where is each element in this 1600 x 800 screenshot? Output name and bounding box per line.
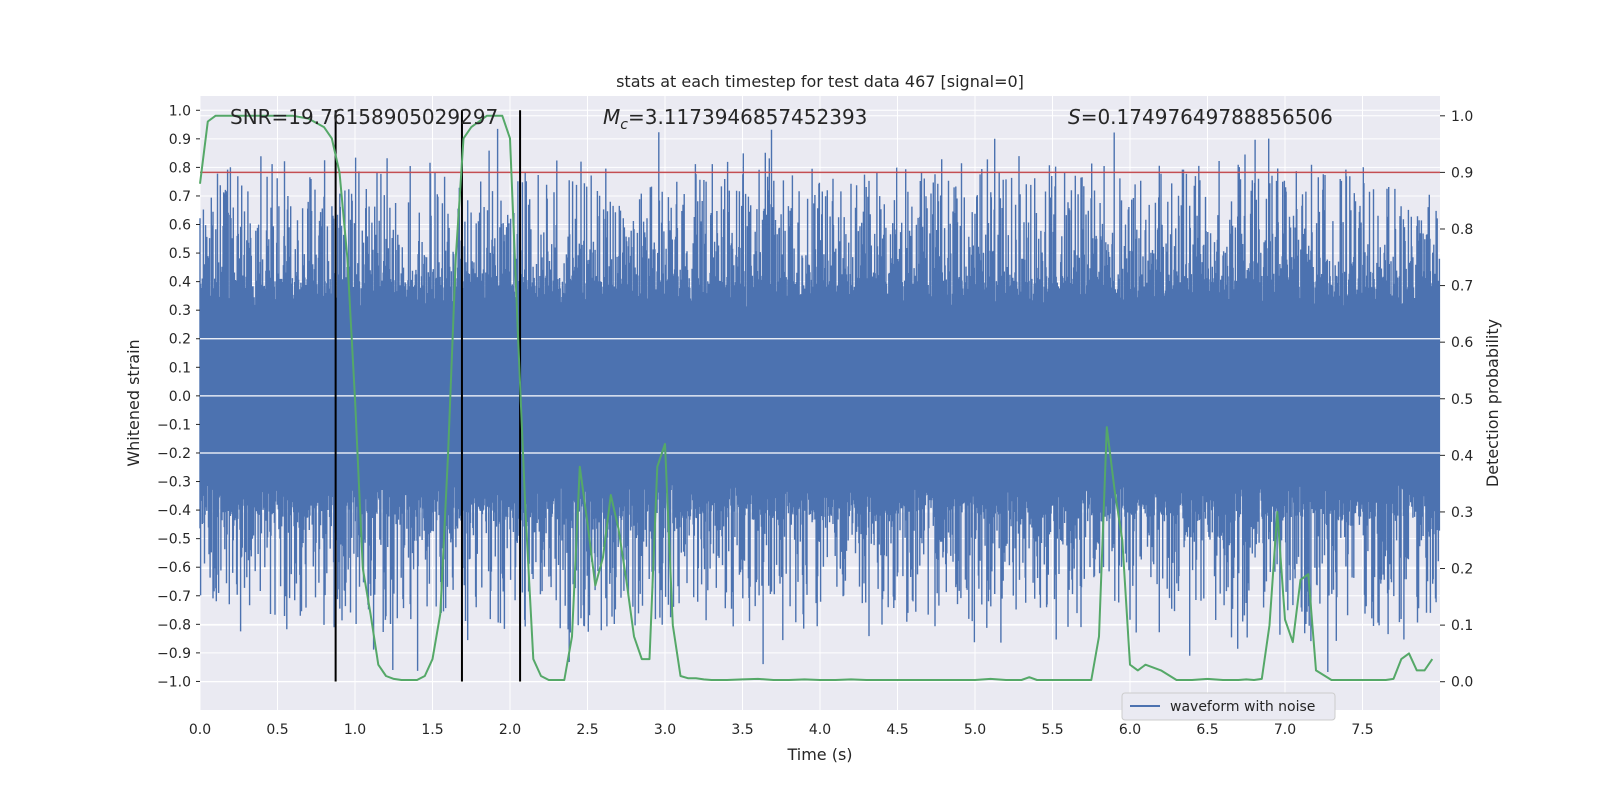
x-tick-label: 1.5 <box>421 722 443 738</box>
y-right-tick-label: 0.4 <box>1451 448 1473 464</box>
y-left-tick-label: 0.2 <box>169 332 191 348</box>
y-axis-left-label: Whitened strain <box>124 339 143 466</box>
y-right-tick-label: 0.5 <box>1451 392 1473 408</box>
y-left-tick-label: 0.8 <box>169 160 191 176</box>
y-left-tick-label: 0.3 <box>169 303 191 319</box>
y-left-tick-label: 0.6 <box>169 218 191 234</box>
y-right-tick-label: 0.2 <box>1451 562 1473 578</box>
y-right-tick-label: 0.0 <box>1451 675 1473 691</box>
y-right-tick-label: 0.7 <box>1451 279 1473 295</box>
x-tick-label: 0.5 <box>266 722 288 738</box>
y-right-tick-label: 0.3 <box>1451 505 1473 521</box>
y-left-tick-label: −0.4 <box>157 503 191 519</box>
x-tick-label: 6.5 <box>1196 722 1218 738</box>
tick-labels: 0.0 0.5 1.0 1.5 2.0 2.5 3.0 3.5 4.0 4.5 5.0 5.5 6.0 6… <box>157 103 1473 738</box>
x-axis-label: Time (s) <box>786 745 852 764</box>
y-left-tick-label: 0.4 <box>169 275 191 291</box>
y-right-tick-label: 0.8 <box>1451 222 1473 238</box>
x-tick-label: 2.5 <box>576 722 598 738</box>
y-left-tick-label: −0.2 <box>157 446 191 462</box>
x-tick-label: 5.5 <box>1041 722 1063 738</box>
y-left-tick-label: −0.7 <box>157 589 191 605</box>
y-left-tick-label: 1.0 <box>169 103 191 119</box>
y-right-tick-label: 0.1 <box>1451 618 1473 634</box>
y-right-tick-label: 0.6 <box>1451 335 1473 351</box>
x-tick-label: 3.5 <box>731 722 753 738</box>
y-right-tick-label: 0.9 <box>1451 165 1473 181</box>
detection-probability-series <box>199 114 1434 681</box>
y-left-tick-label: −0.9 <box>157 646 191 662</box>
x-tick-label: 0.0 <box>189 722 211 738</box>
y-left-tick-label: −1.0 <box>157 674 191 690</box>
chirp-mass-label: Mc=3.1173946857452393 <box>603 105 867 133</box>
legend: waveform with noise <box>1121 692 1336 721</box>
chart-title: stats at each timestep for test data 467… <box>616 72 1024 91</box>
legend-box <box>1121 692 1336 721</box>
probability-line <box>199 114 1434 681</box>
y-left-tick-label: 0.5 <box>169 246 191 262</box>
y-left-tick-label: 0.0 <box>169 389 191 405</box>
legend-label: waveform with noise <box>1170 699 1315 715</box>
y-axis-right-label: Detection probability <box>1483 319 1502 487</box>
x-tick-label: 4.5 <box>886 722 908 738</box>
x-tick-label: 7.0 <box>1274 722 1296 738</box>
x-tick-label: 4.0 <box>809 722 831 738</box>
x-tick-label: 5.0 <box>964 722 986 738</box>
x-tick-label: 3.0 <box>654 722 676 738</box>
snr-label: SNR=19.76158905029297 <box>230 105 498 129</box>
y-left-tick-label: 0.9 <box>169 132 191 148</box>
y-left-tick-label: −0.1 <box>157 417 191 433</box>
x-tick-label: 6.0 <box>1119 722 1141 738</box>
y-left-tick-label: −0.6 <box>157 560 191 576</box>
waveform-with-noise-series <box>199 128 1441 672</box>
y-left-tick-label: 0.1 <box>169 360 191 376</box>
y-left-tick-label: −0.8 <box>157 617 191 633</box>
x-tick-label: 2.0 <box>499 722 521 738</box>
s-stat-label: S=0.17497649788856506 <box>1068 105 1333 129</box>
y-left-tick-label: 0.7 <box>169 189 191 205</box>
x-tick-label: 1.0 <box>344 722 366 738</box>
y-right-tick-label: 1.0 <box>1451 109 1473 125</box>
y-left-tick-label: −0.5 <box>157 532 191 548</box>
x-tick-label: 7.5 <box>1351 722 1373 738</box>
y-left-tick-label: −0.3 <box>157 475 191 491</box>
